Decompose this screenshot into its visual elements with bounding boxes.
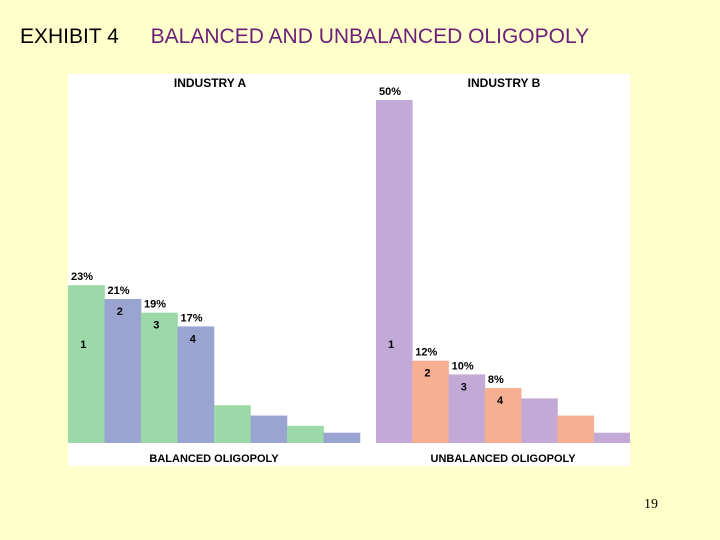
slide-title: EXHIBIT 4 BALANCED AND UNBALANCED OLIGOP… (20, 25, 589, 49)
industry-b-bar-3 (448, 374, 486, 443)
page-number: 19 (644, 497, 658, 512)
industry-a-bar-6 (250, 415, 288, 443)
industry-b-value-label-3: 10% (452, 360, 474, 372)
industry-a-value-label-2: 21% (108, 285, 130, 297)
industry-b-bar-6 (557, 415, 595, 443)
industry-b-bar-5 (521, 398, 558, 443)
industry-a-rank-label-2: 2 (117, 306, 123, 318)
industry-b-panel: INDUSTRY B 50% 1 12% 2 10% 3 8% 4 UNBALANCED OLIG… (376, 76, 630, 465)
page-title: BALANCED AND UNBALANCED OLIGOPOLY (150, 25, 590, 48)
industry-a-value-label-4: 17% (181, 312, 203, 324)
industry-b-bar-1 (376, 100, 413, 443)
industry-b-rank-label-3: 3 (461, 381, 467, 393)
industry-a-bar-5 (214, 405, 251, 443)
industry-a-bar-8 (323, 432, 361, 443)
exhibit-label: EXHIBIT 4 (20, 25, 119, 48)
industry-b-title: INDUSTRY B (468, 76, 541, 90)
industry-b-value-label-4: 8% (488, 374, 504, 386)
industry-a-value-label-3: 19% (144, 299, 166, 311)
industry-a-panel: INDUSTRY A 23% 1 21% 2 19% 3 17% 4 BALANCED OLIGO… (68, 76, 361, 465)
industry-b-xlabel: UNBALANCED OLIGOPOLY (431, 453, 577, 465)
industry-a-rank-label-1: 1 (80, 339, 86, 351)
industry-a-xlabel: BALANCED OLIGOPOLY (149, 453, 279, 465)
industry-b-rank-label-2: 2 (424, 368, 430, 380)
industry-a-bar-4 (177, 326, 215, 443)
industry-b-value-label-2: 12% (415, 347, 437, 359)
industry-a-value-label-1: 23% (71, 271, 93, 283)
industry-b-rank-label-1: 1 (388, 339, 394, 351)
industry-a-bar-1 (68, 285, 105, 443)
industry-a-bar-2 (104, 298, 142, 443)
industry-b-bar-2 (412, 360, 449, 443)
industry-b-value-label-1: 50% (379, 86, 401, 98)
industry-a-rank-label-3: 3 (153, 320, 159, 332)
industry-b-rank-label-4: 4 (497, 395, 504, 407)
industry-b-bar-7 (593, 432, 630, 443)
industry-a-bar-7 (287, 425, 324, 443)
industry-a-rank-label-4: 4 (190, 333, 197, 345)
industry-b-bar-4 (484, 388, 522, 443)
industry-a-title: INDUSTRY A (174, 76, 247, 90)
oligopoly-chart: INDUSTRY A 23% 1 21% 2 19% 3 17% 4 BALANCED OLIGO… (68, 74, 630, 466)
industry-a-bar-3 (141, 312, 178, 443)
